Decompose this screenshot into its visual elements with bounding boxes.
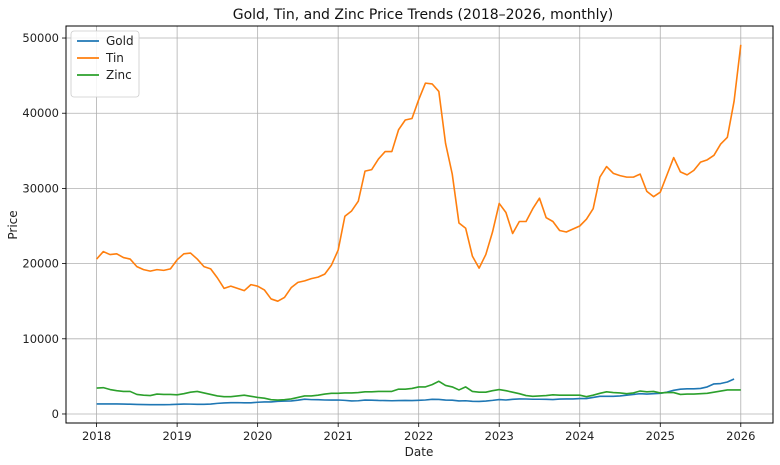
y-tick-label: 30000 xyxy=(22,181,59,195)
tick-layer: 2018 2019 2020 2021 2022 2023 2024 2025 2026 0 100… xyxy=(22,31,755,443)
legend-box xyxy=(70,30,140,98)
series-line-gold xyxy=(96,378,735,406)
x-tick-label: 2026 xyxy=(726,429,755,443)
series-layer xyxy=(96,44,742,406)
y-tick-label: 50000 xyxy=(22,31,59,45)
x-tick-label: 2025 xyxy=(646,429,675,443)
legend: Gold Tin Zinc xyxy=(70,30,140,98)
y-tick-label: 20000 xyxy=(22,257,59,271)
y-axis-label: Price xyxy=(6,210,20,239)
x-axis-label: Date xyxy=(405,445,434,459)
y-tick-label: 0 xyxy=(52,407,59,421)
x-tick-label: 2024 xyxy=(565,429,594,443)
legend-label-zinc: Zinc xyxy=(106,68,132,82)
chart-title: Gold, Tin, and Zinc Price Trends (2018–2… xyxy=(233,7,614,23)
x-tick-label: 2018 xyxy=(82,429,111,443)
x-tick-label: 2023 xyxy=(485,429,514,443)
series-line-tin xyxy=(96,44,742,302)
x-tick-label: 2020 xyxy=(243,429,272,443)
plot-frame xyxy=(65,25,774,424)
x-tick-label: 2022 xyxy=(404,429,433,443)
x-tick-label: 2021 xyxy=(324,429,353,443)
legend-label-tin: Tin xyxy=(105,51,124,65)
grid-lines xyxy=(66,26,773,423)
y-tick-label: 10000 xyxy=(22,332,59,346)
series-line-zinc xyxy=(96,380,741,401)
legend-label-gold: Gold xyxy=(106,34,134,48)
x-tick-label: 2019 xyxy=(162,429,191,443)
y-tick-label: 40000 xyxy=(22,106,59,120)
